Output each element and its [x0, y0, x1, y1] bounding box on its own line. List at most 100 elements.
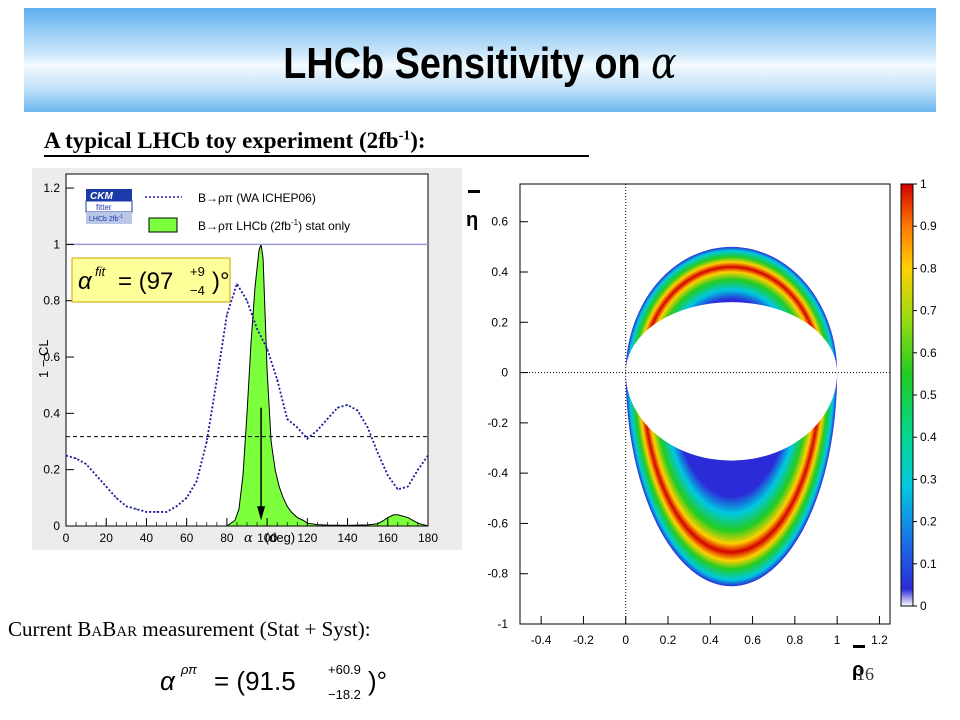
wa-series-point — [286, 418, 288, 420]
x-tick-label-20: 20 — [100, 531, 114, 545]
alpha-fit-symbol: α — [78, 268, 93, 295]
x-tick-label-80: 80 — [220, 531, 234, 545]
subtitle-end: ): — [410, 128, 426, 153]
wa-series-point — [125, 505, 127, 507]
upper-crescent — [625, 246, 838, 373]
rho-tick-label-0.4: 0.4 — [702, 633, 719, 647]
rho-tick-label-0.8: 0.8 — [787, 633, 804, 647]
alpha-arrow — [257, 407, 266, 521]
wa-series-point — [226, 314, 228, 316]
colorbar-tick-label-0.6: 0.6 — [920, 346, 937, 360]
wa-series-point — [316, 429, 318, 431]
rho-eta-chart: -0.4 -0.2 0 0.2 0.4 0.6 0.8 1 1.2 -1 -0.8 -0.6 -0.4 -… — [466, 177, 937, 681]
lhcb-series-area — [225, 244, 429, 527]
left-ylabel: 1 − CL — [36, 339, 51, 378]
wa-series-point — [407, 485, 409, 488]
wa-series-point — [165, 511, 168, 513]
colorbar-tick-label-0: 0 — [920, 599, 927, 613]
legend1-label: B→ρπ (WA ICHEP06) — [198, 191, 316, 205]
babar-a1: A — [91, 624, 103, 640]
babar-dn: −18.2 — [328, 687, 361, 702]
wa-series-point — [186, 497, 188, 499]
babar-prefix: Current — [8, 617, 78, 641]
rho-tick-label--0.4: -0.4 — [531, 633, 552, 647]
babar-suffix: measurement (Stat + Syst): — [137, 617, 371, 641]
title-banner: LHCb Sensitivity on α — [24, 8, 936, 112]
babar-close: )° — [368, 666, 387, 696]
ckm-logo-lhcb: LHCb 2fb-1 — [89, 214, 123, 223]
x-tick-label-160: 160 — [378, 531, 398, 545]
right-xlabel: ρ — [852, 659, 864, 681]
lower-crescent — [625, 372, 838, 587]
wa-series-point — [266, 347, 268, 350]
legend2-swatch — [148, 217, 178, 233]
alpha-fit-box — [71, 257, 231, 303]
colorbar-ticks: 0 0.1 0.2 0.3 0.4 0.5 0.6 0.7 0.8 0.9 1 — [913, 177, 937, 613]
wa-series-point — [105, 485, 107, 488]
babar-value: = (91.5 — [214, 666, 296, 696]
wa-series-point — [206, 440, 208, 443]
wa-series-point — [65, 455, 67, 457]
babar-b2: B — [102, 617, 117, 641]
ckm-logo-fitter: fitter — [96, 203, 112, 212]
y-tick-label-0: 0 — [53, 519, 60, 533]
eta-tick-label-0.6: 0.6 — [491, 215, 508, 229]
wa-series-point — [176, 505, 178, 507]
colorbar-tick-label-0.5: 0.5 — [920, 388, 937, 402]
babar-sup: ρπ — [180, 662, 197, 677]
alpha-fit-dn: −4 — [190, 283, 205, 298]
y-tick-label-0.6: 0.6 — [43, 350, 60, 364]
eta-tick-label--0.6: -0.6 — [487, 516, 508, 530]
ckm-logo-bar — [86, 189, 132, 201]
eta-tick-label--0.2: -0.2 — [487, 416, 508, 430]
alpha-fit-value: = (97 — [118, 268, 173, 295]
xlabel-bar — [853, 645, 865, 648]
left-xlabel-unit: (deg) — [265, 530, 295, 545]
subtitle-sup: -1 — [398, 128, 411, 144]
lhcb-fill-layer — [225, 244, 429, 527]
x-tick-label-40: 40 — [140, 531, 154, 545]
wa-series-point — [346, 404, 349, 406]
wa-series-point — [196, 480, 198, 482]
left-axes: 0 20 40 60 80 100 120 140 160 180 0 0.2 0.4 0.6 0.8 1 1.… — [43, 181, 438, 545]
wa-series-point — [135, 508, 137, 510]
wa-series-point — [387, 474, 389, 476]
ylabel-bar — [468, 190, 480, 193]
wa-series-point — [417, 469, 419, 471]
wa-series-point — [145, 511, 148, 513]
wa-series-point — [367, 426, 369, 429]
legend2-sup: -1 — [291, 218, 299, 227]
wa-series-point — [115, 497, 117, 499]
right-ylabel: η — [466, 209, 478, 231]
colorbar-tick-label-0.3: 0.3 — [920, 472, 937, 486]
wa-series-point — [427, 455, 429, 457]
ckm-logo-text: CKM — [90, 191, 113, 202]
eta-tick-label--1: -1 — [497, 617, 508, 631]
y-tick-label-0.2: 0.2 — [43, 463, 60, 477]
eta-tick-label-0.4: 0.4 — [491, 265, 508, 279]
babar-measurement-text: Current BABAR measurement (Stat + Syst): — [8, 617, 371, 642]
babar-a2: AR — [116, 624, 138, 640]
wa-curve-layer — [65, 281, 429, 513]
arrow-head — [257, 506, 266, 521]
x-tick-label-180: 180 — [418, 531, 438, 545]
wa-series-point — [276, 378, 278, 381]
rho-tick-label--0.2: -0.2 — [573, 633, 594, 647]
legend2-post: ) stat only — [298, 219, 350, 233]
ring-layer — [520, 184, 890, 624]
subtitle-underline — [44, 155, 589, 157]
subtitle: A typical LHCb toy experiment (2fb-1): — [44, 128, 426, 154]
colorbar-tick-label-0.2: 0.2 — [920, 515, 937, 529]
colorbar-tick-label-0.7: 0.7 — [920, 304, 937, 318]
wa-series-point — [397, 488, 399, 490]
ckm-logo-lhcb-sup: -1 — [119, 214, 124, 220]
left-xlabel: α (deg) — [244, 530, 295, 546]
alpha-fit-up: +9 — [190, 264, 205, 279]
wa-series-point — [216, 378, 218, 381]
wa-series-point — [236, 283, 238, 285]
rho-tick-label-0.2: 0.2 — [660, 633, 677, 647]
x-tick-label-0: 0 — [63, 531, 70, 545]
page-number: 16 — [856, 664, 874, 684]
colorbar-tick-label-0.4: 0.4 — [920, 430, 937, 444]
colorbar — [900, 183, 914, 607]
